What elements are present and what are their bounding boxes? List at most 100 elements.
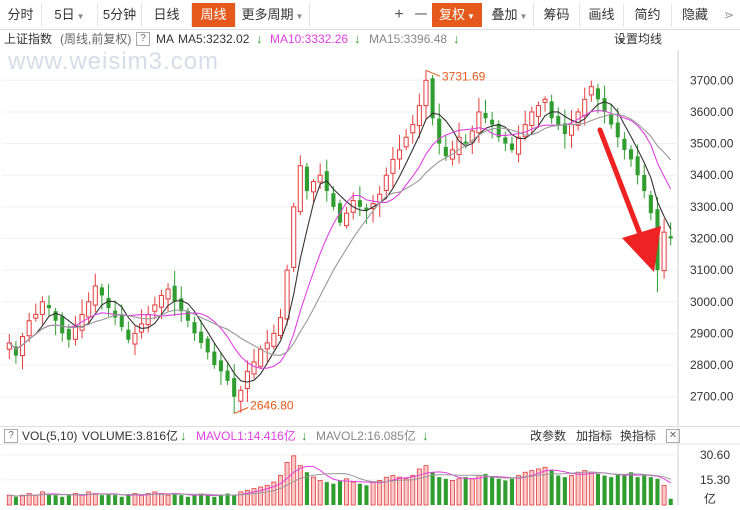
candle-body (172, 285, 177, 302)
candle-body (238, 389, 244, 402)
fuquan-dropdown[interactable]: 复权 ▼ (432, 3, 482, 27)
candle-body (33, 313, 39, 319)
volume-bar (152, 491, 158, 506)
switch-indicator-button[interactable]: 换指标 (620, 429, 657, 443)
price-tick-label: 3400.00 (690, 168, 734, 182)
candle-body (542, 98, 548, 103)
chips-button[interactable]: 筹码 (534, 3, 580, 27)
ma-settings-button[interactable]: 设置均线 ▼ (614, 30, 662, 50)
candle-body (26, 320, 32, 337)
candle-body (46, 305, 52, 309)
volume-bar (483, 473, 488, 505)
candle-body (99, 287, 104, 296)
volume-bar (33, 494, 39, 506)
period-fenshi-tab[interactable]: 分时 (0, 3, 42, 27)
caret-down-icon: ▼ (295, 12, 304, 21)
draw-line-button[interactable]: 画线 (580, 3, 624, 27)
hide-button[interactable]: 隐藏 (672, 3, 718, 27)
candle-body (317, 174, 323, 183)
volume-unit-label: 亿 (704, 491, 716, 506)
candle-body (496, 123, 501, 138)
candle-body (60, 316, 65, 334)
volume-bar (370, 481, 376, 506)
candle-body (126, 329, 131, 340)
expand-icon[interactable]: ⋗ (723, 8, 735, 22)
volume-bar (622, 475, 627, 505)
volume-bar (317, 480, 323, 506)
volume-bar (410, 475, 416, 506)
volume-bar (476, 475, 482, 506)
candle-body (568, 124, 575, 136)
volume-bar (648, 477, 653, 505)
period-daily-tab[interactable]: 日线 (142, 3, 192, 27)
candle-body (668, 236, 673, 239)
volume-bar (258, 486, 264, 506)
candle-body (615, 122, 620, 138)
volume-bar (582, 470, 588, 506)
candle-body (423, 79, 429, 107)
volume-bar (516, 475, 522, 506)
volume-bar (232, 495, 237, 505)
period-weekly-tab[interactable]: 周线 (192, 3, 236, 27)
volume-bar (364, 485, 369, 505)
candle-body (364, 207, 369, 211)
period-5day-tab[interactable]: 5日 ▼ (42, 3, 98, 27)
price-tick-label: 3000.00 (690, 295, 734, 309)
volume-bar (66, 495, 71, 505)
arrow-down-icon: ↓ (422, 428, 429, 443)
tab-label: 周线 (200, 7, 227, 22)
candle-body (152, 304, 158, 312)
volume-bar (463, 477, 468, 505)
price-tick-label: 3700.00 (690, 73, 734, 87)
candle-body (661, 231, 667, 272)
caret-down-icon: ▼ (467, 12, 475, 21)
volume-bar (423, 465, 429, 506)
ma15-value: MA15:3396.48 (369, 32, 448, 46)
volume-bar (490, 477, 495, 505)
volume-bar (205, 495, 210, 505)
candle-body (212, 351, 217, 366)
candle-body (463, 141, 468, 144)
volume-bar (46, 493, 52, 505)
price-tick-label: 2800.00 (690, 358, 734, 372)
volume-bar (92, 493, 98, 506)
zoom-in-button[interactable]: + (394, 6, 404, 23)
candle-body (284, 269, 290, 320)
volume-bar (337, 480, 343, 505)
zoom-out-button[interactable]: 一 (414, 7, 428, 22)
volume-bar (199, 493, 204, 505)
arrow-down-icon: ↓ (256, 31, 263, 46)
volume-bar (449, 480, 455, 506)
overlay-dropdown[interactable]: 叠加 ▼ (486, 3, 534, 27)
close-icon[interactable]: ✕ (666, 429, 680, 443)
volume-bar (139, 494, 145, 506)
simple-mode-button[interactable]: 简约 (624, 3, 672, 27)
volume-bar (165, 494, 171, 506)
candle-body (535, 105, 541, 117)
volume-bar (542, 466, 548, 506)
candle-body (509, 143, 515, 150)
volume-value: VOLUME:3.816亿 (82, 429, 179, 443)
volume-bar (86, 491, 92, 506)
volume-bar (278, 475, 283, 506)
volume-bar (443, 478, 448, 505)
candle-body (119, 315, 124, 328)
more-periods-dropdown[interactable]: 更多周期 ▼ (236, 3, 310, 27)
add-indicator-button[interactable]: 加指标 (576, 429, 613, 443)
candle-body (622, 138, 627, 150)
volume-bar (437, 477, 442, 505)
vol-name: VOL(5,10) (22, 429, 78, 443)
help-icon[interactable]: ? (136, 32, 150, 46)
volume-bar (535, 468, 541, 506)
ma5-value: MA5:3232.02 (178, 32, 250, 46)
price-tick-label: 3200.00 (690, 232, 734, 246)
help-icon[interactable]: ? (4, 429, 18, 443)
candle-body (291, 206, 297, 268)
candle-body (225, 370, 230, 381)
period-5min-tab[interactable]: 5分钟 (98, 3, 142, 27)
candle-body (483, 112, 488, 119)
change-params-button[interactable]: 改参数 (530, 429, 567, 443)
period-info: (周线,前复权) (60, 32, 132, 46)
candle-body (66, 329, 71, 340)
